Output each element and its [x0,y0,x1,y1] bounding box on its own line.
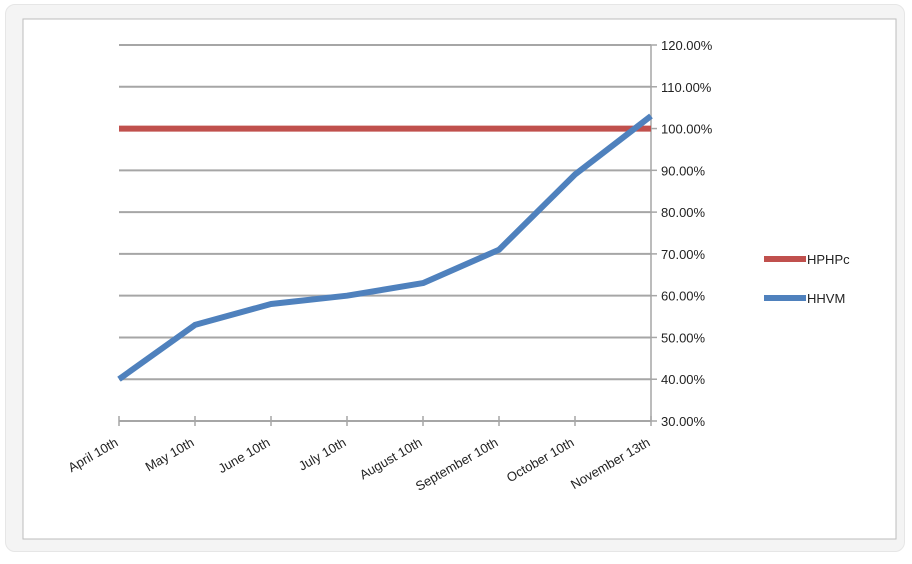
legend: HPHPc HHVM [764,252,850,306]
y-tick-label: 60.00% [661,289,706,304]
series-line-hhvm [117,113,653,382]
y-tick-label: 30.00% [661,414,706,429]
y-tick-label: 40.00% [661,372,706,387]
y-tick-label: 80.00% [661,205,706,220]
legend-label-hhvm: HHVM [807,291,845,306]
chart-area [22,18,897,540]
y-axis-tick-labels: 30.00% 40.00% 50.00% 60.00% 70.00% 80.00% 90.0… [661,38,713,429]
y-tick-label: 90.00% [661,163,706,178]
y-tick-label: 50.00% [661,330,706,345]
series-lines [117,113,653,382]
gridlines [119,44,651,381]
y-tick-label: 120.00% [661,38,713,53]
y-tick-label: 100.00% [661,122,713,137]
legend-label-hphpc: HPHPc [807,252,850,267]
y-tick-label: 70.00% [661,247,706,262]
y-tick-label: 110.00% [661,80,712,95]
axes [118,44,657,426]
